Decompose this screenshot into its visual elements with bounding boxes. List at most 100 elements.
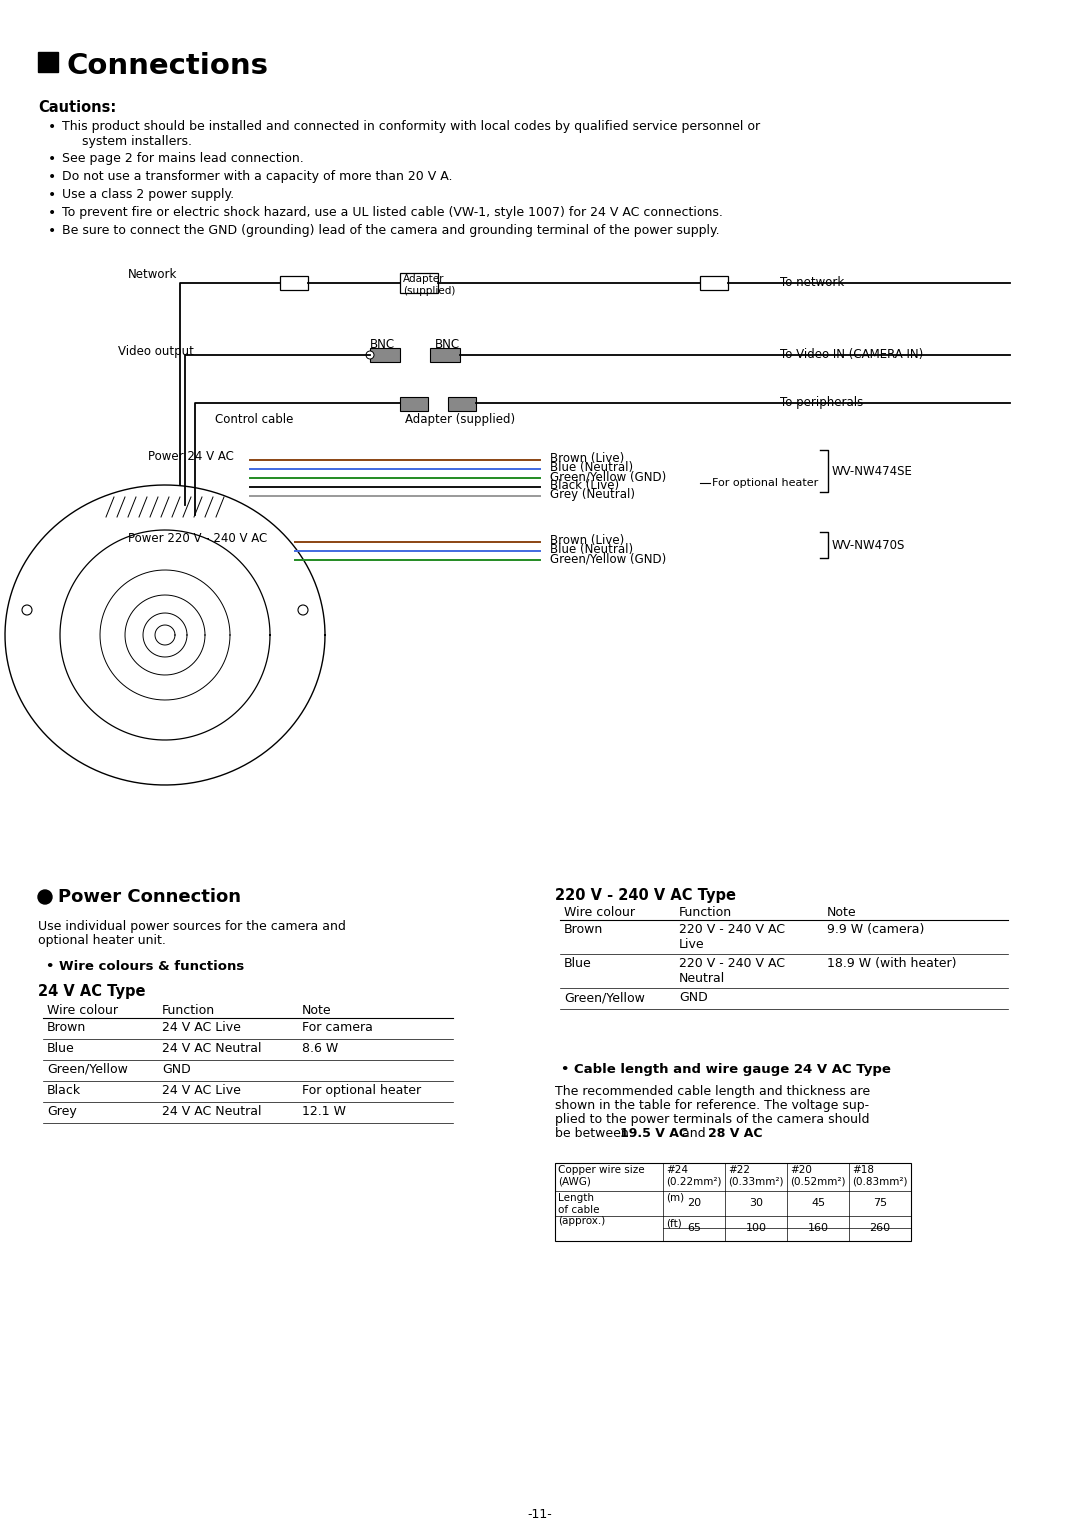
Text: Green/Yellow: Green/Yellow <box>48 1064 127 1076</box>
Text: -11-: -11- <box>528 1508 552 1521</box>
Text: Green/Yellow: Green/Yellow <box>564 990 645 1004</box>
Text: 12.1 W: 12.1 W <box>302 1105 346 1119</box>
Text: Power Connection: Power Connection <box>58 888 241 906</box>
Text: 20: 20 <box>687 1198 701 1209</box>
Text: Green/Yellow (GND): Green/Yellow (GND) <box>550 470 666 484</box>
Text: 18.9 W (with heater): 18.9 W (with heater) <box>827 957 957 971</box>
Text: Brown (Live): Brown (Live) <box>550 534 624 546</box>
Text: 8.6 W: 8.6 W <box>302 1042 338 1054</box>
Text: Blue: Blue <box>564 957 592 971</box>
Bar <box>448 397 476 410</box>
Text: 28 V AC: 28 V AC <box>708 1128 762 1140</box>
Text: Cautions:: Cautions: <box>38 101 117 114</box>
Text: 220 V - 240 V AC
Live: 220 V - 240 V AC Live <box>679 923 785 951</box>
Bar <box>38 52 58 72</box>
Text: Brown (Live): Brown (Live) <box>550 452 624 465</box>
Text: Power 24 V AC: Power 24 V AC <box>148 450 234 462</box>
Text: Black (Live): Black (Live) <box>550 479 619 491</box>
Text: 24 V AC Neutral: 24 V AC Neutral <box>162 1042 261 1054</box>
Text: Blue (Neutral): Blue (Neutral) <box>550 461 633 475</box>
Text: 24 V AC Live: 24 V AC Live <box>162 1021 241 1035</box>
Circle shape <box>38 890 52 903</box>
Text: To prevent fire or electric shock hazard, use a UL listed cable (VW-1, style 100: To prevent fire or electric shock hazard… <box>62 206 723 220</box>
Text: Brown: Brown <box>564 923 604 935</box>
Text: 160: 160 <box>808 1222 828 1233</box>
Text: Control cable: Control cable <box>215 414 294 426</box>
Text: Function: Function <box>679 906 732 919</box>
Circle shape <box>366 351 374 359</box>
Text: This product should be installed and connected in conformity with local codes by: This product should be installed and con… <box>62 121 760 148</box>
Text: •: • <box>48 121 56 134</box>
Text: Use a class 2 power supply.: Use a class 2 power supply. <box>62 188 234 201</box>
Text: and: and <box>678 1128 710 1140</box>
Text: • Cable length and wire gauge 24 V AC Type: • Cable length and wire gauge 24 V AC Ty… <box>561 1064 891 1076</box>
Text: Use individual power sources for the camera and: Use individual power sources for the cam… <box>38 920 346 932</box>
Text: •: • <box>48 169 56 185</box>
Text: 100: 100 <box>745 1222 767 1233</box>
Text: Blue (Neutral): Blue (Neutral) <box>550 543 633 555</box>
Text: Wire colour: Wire colour <box>564 906 635 919</box>
Bar <box>430 348 460 362</box>
Text: For camera: For camera <box>302 1021 373 1035</box>
Text: Connections: Connections <box>66 52 268 79</box>
Text: Adapter
(supplied): Adapter (supplied) <box>403 275 456 296</box>
Text: 220 V - 240 V AC Type: 220 V - 240 V AC Type <box>555 888 735 903</box>
Text: 24 V AC Neutral: 24 V AC Neutral <box>162 1105 261 1119</box>
Text: Black: Black <box>48 1083 81 1097</box>
Text: Note: Note <box>302 1004 332 1016</box>
Text: BNC: BNC <box>435 337 460 351</box>
Text: 24 V AC Live: 24 V AC Live <box>162 1083 241 1097</box>
Text: Function: Function <box>162 1004 215 1016</box>
Bar <box>555 1163 912 1241</box>
Text: 30: 30 <box>750 1198 762 1209</box>
Text: #20
(0.52mm²): #20 (0.52mm²) <box>789 1164 846 1187</box>
Bar <box>370 348 400 362</box>
Text: #18
(0.83mm²): #18 (0.83mm²) <box>852 1164 907 1187</box>
Text: GND: GND <box>679 990 707 1004</box>
Text: 65: 65 <box>687 1222 701 1233</box>
Text: Brown: Brown <box>48 1021 86 1035</box>
Text: • Wire colours & functions: • Wire colours & functions <box>46 960 244 974</box>
Text: Network: Network <box>129 269 177 281</box>
Bar <box>700 276 728 290</box>
Text: BNC: BNC <box>370 337 395 351</box>
Text: To Video IN (CAMERA IN): To Video IN (CAMERA IN) <box>780 348 923 362</box>
Text: •: • <box>48 206 56 220</box>
Text: Length
of cable
(approx.): Length of cable (approx.) <box>558 1193 605 1227</box>
Text: (ft): (ft) <box>666 1218 681 1228</box>
Text: be between: be between <box>555 1128 633 1140</box>
Text: optional heater unit.: optional heater unit. <box>38 934 166 948</box>
Text: Copper wire size
(AWG): Copper wire size (AWG) <box>558 1164 645 1187</box>
Text: #24
(0.22mm²): #24 (0.22mm²) <box>666 1164 721 1187</box>
Text: •: • <box>48 188 56 201</box>
Text: .: . <box>756 1128 760 1140</box>
Text: Wire colour: Wire colour <box>48 1004 118 1016</box>
Text: Do not use a transformer with a capacity of more than 20 V A.: Do not use a transformer with a capacity… <box>62 169 453 183</box>
Text: shown in the table for reference. The voltage sup-: shown in the table for reference. The vo… <box>555 1099 869 1112</box>
Text: 75: 75 <box>873 1198 887 1209</box>
Text: (m): (m) <box>666 1193 684 1202</box>
Text: WV-NW474SE: WV-NW474SE <box>832 464 913 478</box>
Text: Be sure to connect the GND (grounding) lead of the camera and grounding terminal: Be sure to connect the GND (grounding) l… <box>62 224 719 237</box>
Text: Note: Note <box>827 906 856 919</box>
Text: See page 2 for mains lead connection.: See page 2 for mains lead connection. <box>62 153 303 165</box>
Text: 9.9 W (camera): 9.9 W (camera) <box>827 923 924 935</box>
Text: Blue: Blue <box>48 1042 75 1054</box>
Text: To peripherals: To peripherals <box>780 397 863 409</box>
Text: Adapter (supplied): Adapter (supplied) <box>405 414 515 426</box>
Bar <box>400 397 428 410</box>
Text: The recommended cable length and thickness are: The recommended cable length and thickne… <box>555 1085 870 1099</box>
Text: #22
(0.33mm²): #22 (0.33mm²) <box>728 1164 783 1187</box>
Text: 45: 45 <box>811 1198 825 1209</box>
Text: For optional heater: For optional heater <box>712 478 819 488</box>
Text: Video output: Video output <box>118 345 194 359</box>
Text: 24 V AC Type: 24 V AC Type <box>38 984 146 1000</box>
Text: •: • <box>48 153 56 166</box>
Text: GND: GND <box>162 1064 191 1076</box>
Text: •: • <box>48 224 56 238</box>
Text: plied to the power terminals of the camera should: plied to the power terminals of the came… <box>555 1112 869 1126</box>
Text: To network: To network <box>780 276 845 288</box>
Text: Grey (Neutral): Grey (Neutral) <box>550 488 635 501</box>
Text: Grey: Grey <box>48 1105 77 1119</box>
Text: Power 220 V - 240 V AC: Power 220 V - 240 V AC <box>129 533 267 545</box>
